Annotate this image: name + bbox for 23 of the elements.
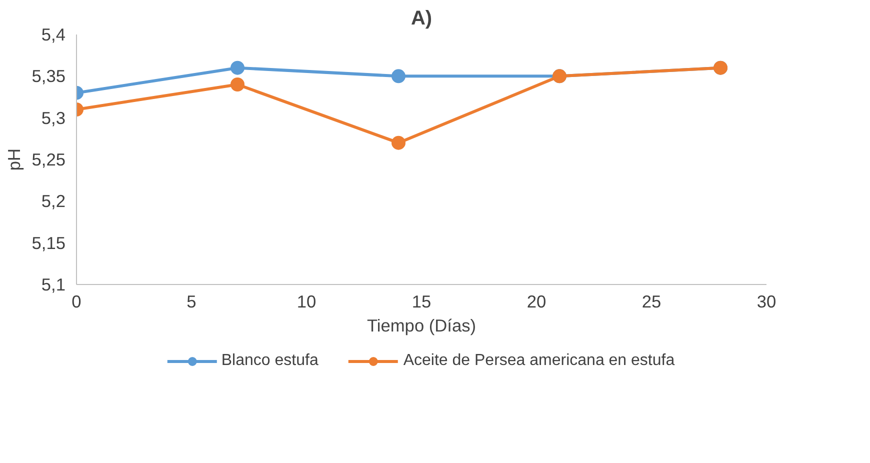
x-tick-label: 30 xyxy=(756,292,776,312)
y-tick-label: 5,25 xyxy=(32,150,66,170)
point xyxy=(230,60,244,75)
point xyxy=(392,69,406,84)
y-tick-label: 5,4 xyxy=(41,24,66,44)
y-tick-label: 5,3 xyxy=(41,108,66,128)
x-tick-label: 15 xyxy=(412,292,432,312)
x-tick-label: 20 xyxy=(526,292,546,312)
chart-title: A) xyxy=(410,8,432,30)
x-axis-title: Tiempo (Días) xyxy=(366,316,476,336)
y-tick-label: 5,2 xyxy=(41,191,66,212)
y-tick-label: 5,15 xyxy=(32,232,66,253)
legend-label: Blanco estufa xyxy=(221,352,318,370)
x-tick-label: 0 xyxy=(72,292,82,312)
x-tick-label: 10 xyxy=(296,292,316,312)
point xyxy=(392,136,406,150)
x-tick-label: 5 xyxy=(186,292,196,312)
y-axis-title: pH xyxy=(4,148,24,171)
legend-label: Aceite de Persea americana en estufa xyxy=(403,352,675,370)
y-tick-label: 5,1 xyxy=(41,274,66,294)
y-tick-label: 5,35 xyxy=(32,66,66,86)
point xyxy=(230,78,244,92)
x-tick-label: 25 xyxy=(642,292,662,312)
